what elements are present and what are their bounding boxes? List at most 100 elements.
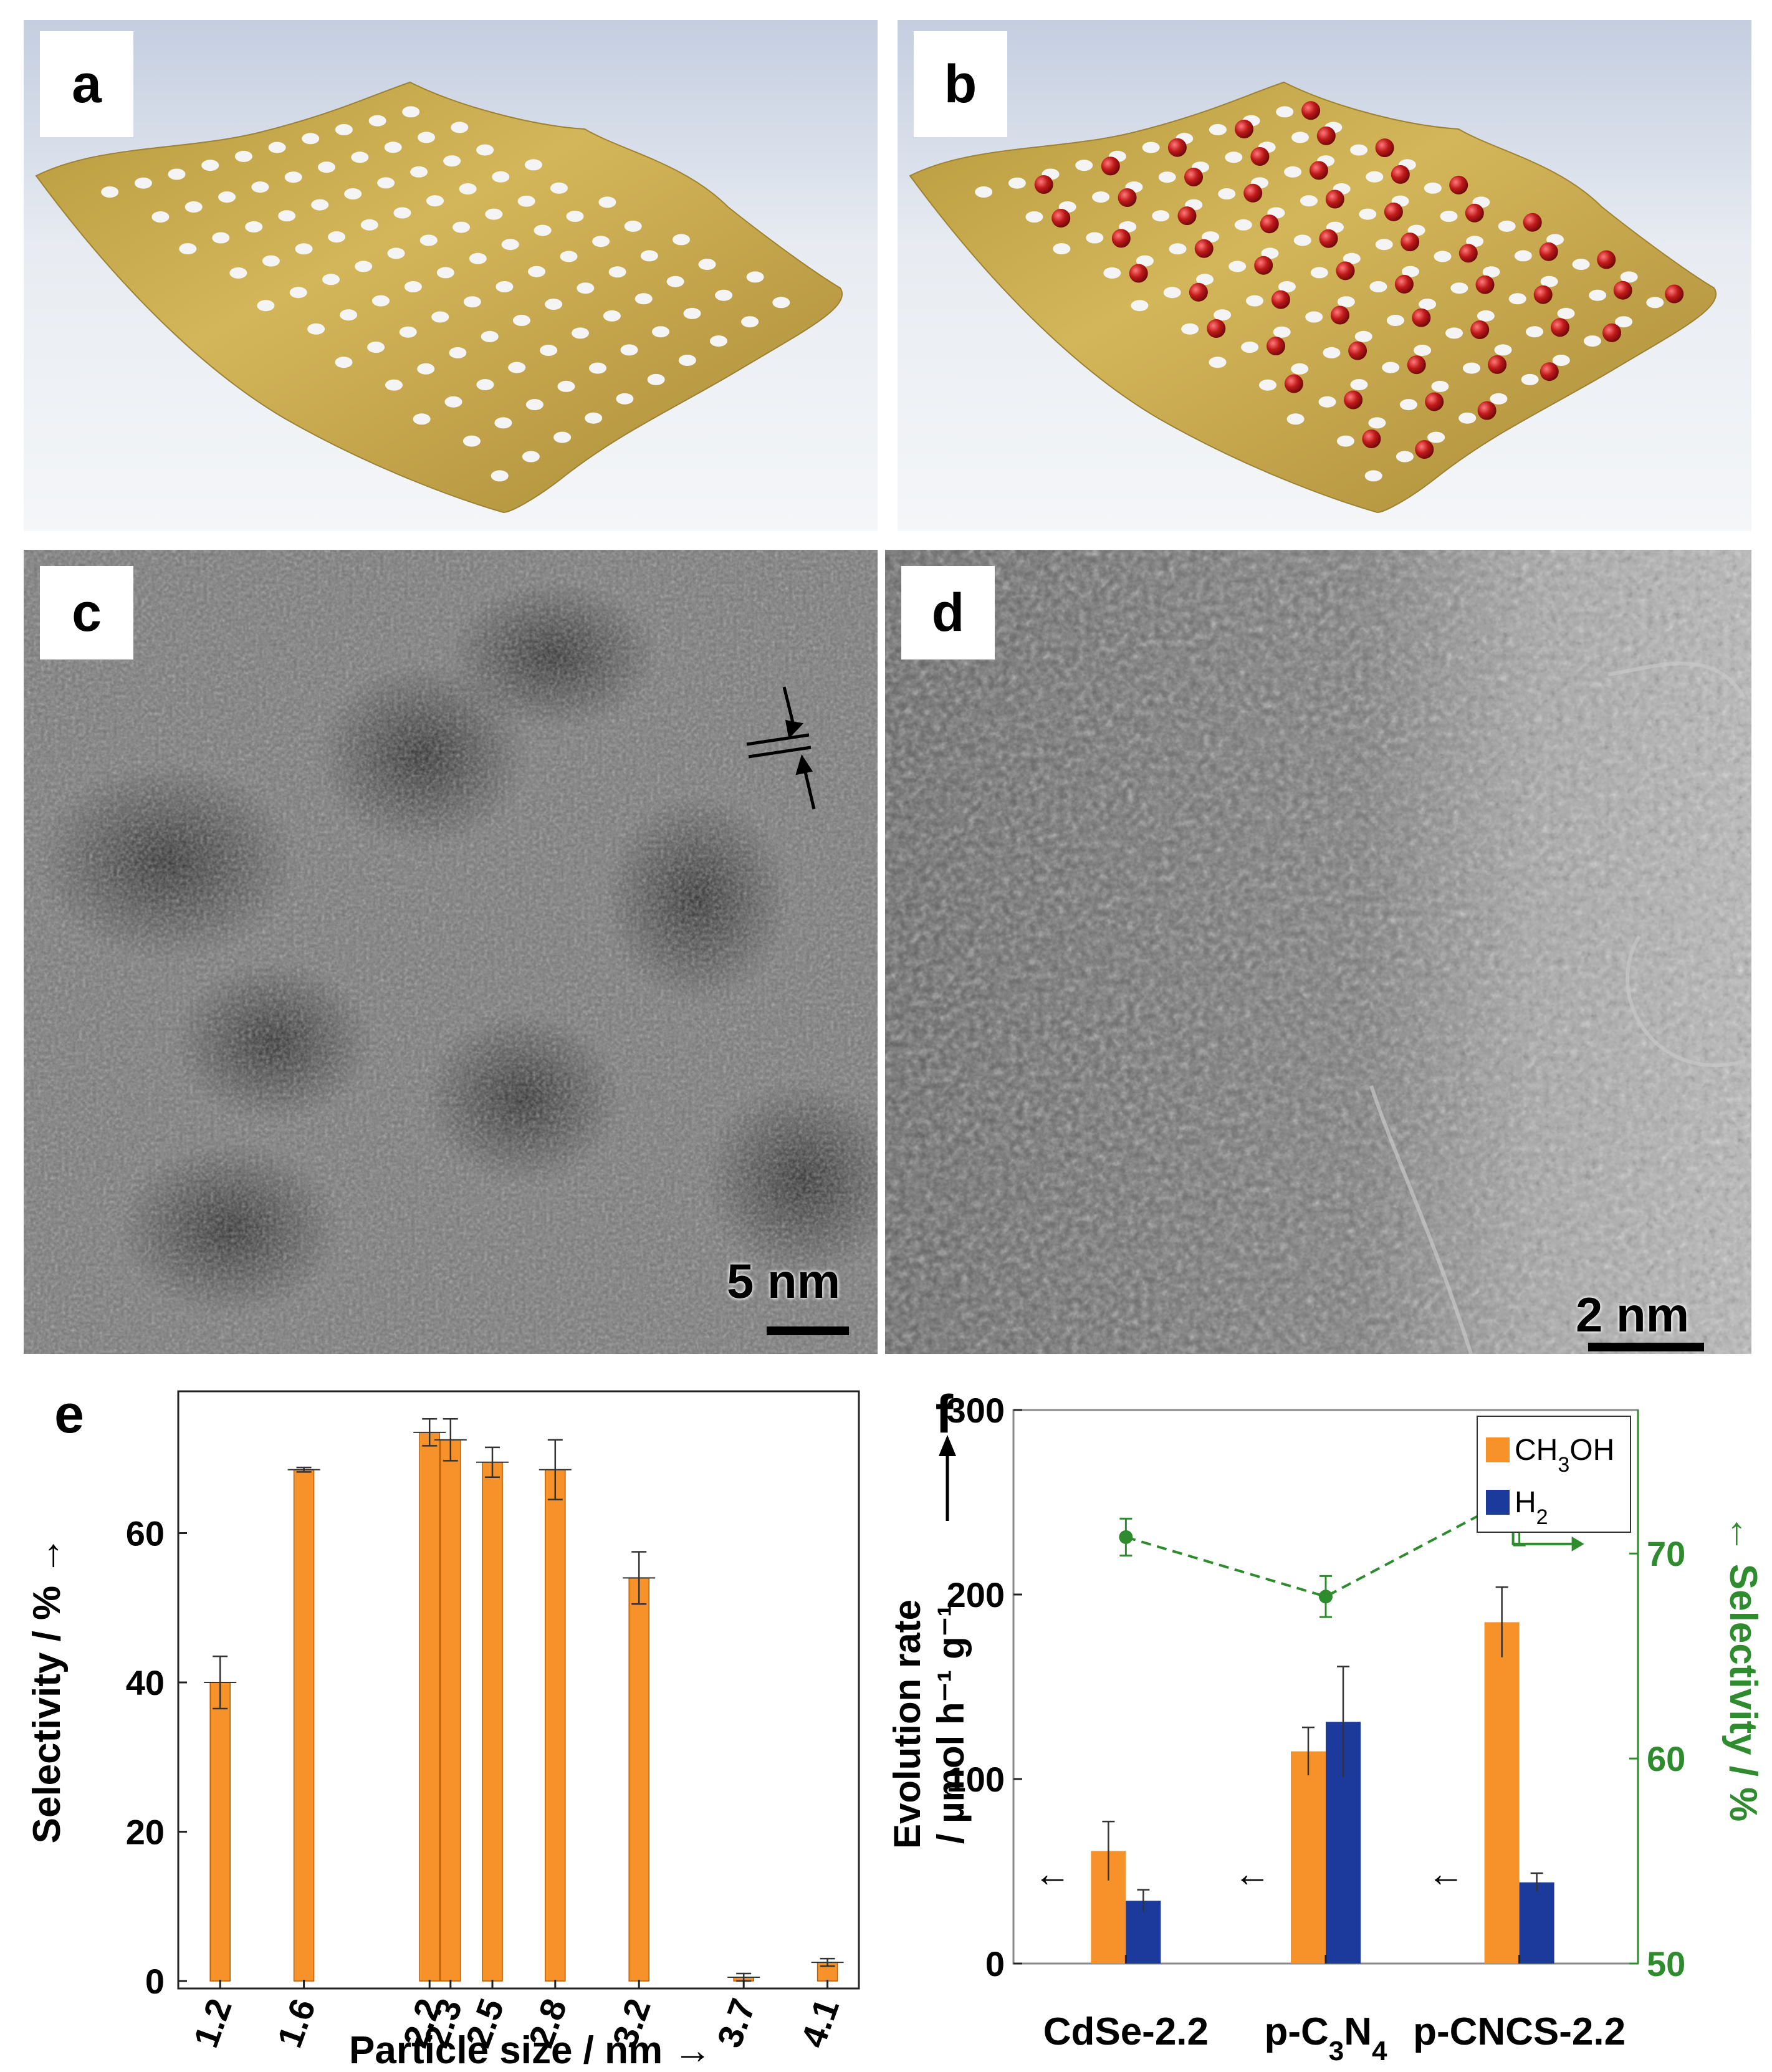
pore-hole — [975, 186, 993, 198]
pore-hole — [1343, 252, 1361, 264]
pore-hole — [550, 182, 568, 194]
pore-hole — [1218, 188, 1236, 199]
y-tick-label: 0 — [145, 1962, 165, 2001]
y-left-tick-label: 100 — [947, 1760, 1005, 1799]
pore-hole — [1402, 266, 1419, 277]
cdse-nanoparticle — [1101, 156, 1120, 176]
pore-hole — [1234, 219, 1252, 231]
pore-hole — [715, 289, 733, 301]
cdse-nanoparticle — [1284, 374, 1303, 393]
pore-hole — [335, 357, 353, 368]
bar — [293, 1469, 315, 1982]
pore-hole — [528, 266, 545, 277]
pore-hole — [1359, 208, 1377, 220]
pore-hole — [598, 196, 616, 208]
pore-hole — [284, 171, 302, 183]
pore-hole — [179, 243, 197, 255]
pore-hole — [1169, 243, 1187, 255]
left-axis-arrow: ← — [1033, 1853, 1071, 1894]
pore-hole — [1293, 234, 1311, 246]
pore-hole — [101, 186, 119, 198]
pore-hole — [1552, 355, 1570, 366]
cdse-nanoparticle — [1613, 281, 1632, 300]
pore-hole — [616, 393, 634, 405]
pore-hole — [1557, 307, 1575, 319]
pore-hole — [592, 236, 610, 247]
pore-hole — [1163, 287, 1181, 299]
pore-hole — [462, 435, 481, 447]
pore-hole — [1241, 342, 1259, 353]
pore-hole — [1526, 326, 1543, 338]
pore-hole — [351, 151, 369, 163]
pore-hole — [413, 413, 431, 425]
pore-hole — [1092, 191, 1110, 203]
pore-hole — [1323, 347, 1341, 358]
cdse-nanoparticle — [1189, 282, 1208, 302]
pore-hole — [1445, 327, 1463, 339]
cdse-nanoparticle — [1111, 229, 1131, 248]
cdse-nanoparticle — [1602, 323, 1621, 342]
panel-c-label: c — [40, 566, 133, 659]
panel-a-sheet — [35, 81, 843, 514]
pore-hole — [620, 344, 638, 356]
pore-hole — [1431, 380, 1449, 392]
pore-hole — [1261, 247, 1279, 259]
pore-hole — [335, 124, 353, 135]
pore-hole — [367, 342, 385, 353]
pore-hole — [1490, 393, 1508, 405]
pore-hole — [496, 281, 514, 292]
panel-b-nanoparticles — [1034, 101, 1684, 459]
cdse-nanoparticle — [1207, 319, 1226, 338]
pore-hole — [1350, 144, 1368, 156]
pore-hole — [1583, 335, 1601, 347]
panel-d-edges — [1369, 661, 1747, 1354]
pore-hole — [268, 141, 286, 153]
pore-hole — [1025, 211, 1043, 223]
panel-d-scale-bar — [1588, 1343, 1704, 1351]
pore-hole — [666, 276, 684, 287]
pore-hole — [1615, 316, 1633, 328]
pore-hole — [234, 150, 252, 162]
cdse-nanoparticle — [1177, 206, 1197, 226]
cdse-nanoparticle — [1550, 318, 1569, 337]
pore-hole — [436, 267, 454, 279]
pore-hole — [652, 326, 669, 338]
pore-hole — [1396, 451, 1414, 463]
pore-hole — [453, 221, 470, 233]
cdse-nanoparticle — [1260, 214, 1279, 234]
bar — [482, 1462, 503, 1982]
pore-hole — [1196, 274, 1214, 285]
pore-hole — [459, 183, 477, 194]
cdse-nanoparticle — [1465, 203, 1484, 223]
panel-d-micrograph — [885, 550, 1751, 1354]
cdse-nanoparticle — [1523, 213, 1542, 232]
panel-b-holes — [975, 106, 1664, 482]
cdse-nanoparticle — [1384, 202, 1403, 221]
pore-hole — [1540, 276, 1558, 287]
pore-hole — [1209, 357, 1227, 368]
pore-hole — [678, 355, 696, 366]
pore-hole — [1646, 297, 1664, 309]
cdse-nanoparticle — [1475, 275, 1495, 294]
pore-hole — [566, 211, 584, 222]
selectivity-line — [1125, 1493, 1520, 1598]
y-left-axis-label: Evolution rate — [886, 1600, 928, 1849]
pore-hole — [245, 221, 263, 233]
pore-hole — [1284, 166, 1302, 178]
pore-hole — [385, 379, 403, 391]
pore-hole — [1546, 234, 1564, 246]
pore-hole — [1498, 220, 1516, 232]
pore-hole — [1209, 124, 1227, 135]
bar — [209, 1682, 231, 1982]
legend-label: H2 — [1515, 1486, 1548, 1529]
pore-hole — [1572, 259, 1590, 271]
pore-hole — [772, 297, 790, 309]
cdse-nanoparticle — [1540, 362, 1559, 381]
pore-hole — [585, 412, 603, 424]
pore-hole — [419, 234, 438, 246]
pore-hole — [410, 166, 428, 178]
cdse-nanoparticle — [1129, 264, 1148, 283]
pore-hole — [1350, 379, 1368, 391]
pore-hole — [360, 219, 378, 231]
pore-hole — [1300, 195, 1318, 207]
